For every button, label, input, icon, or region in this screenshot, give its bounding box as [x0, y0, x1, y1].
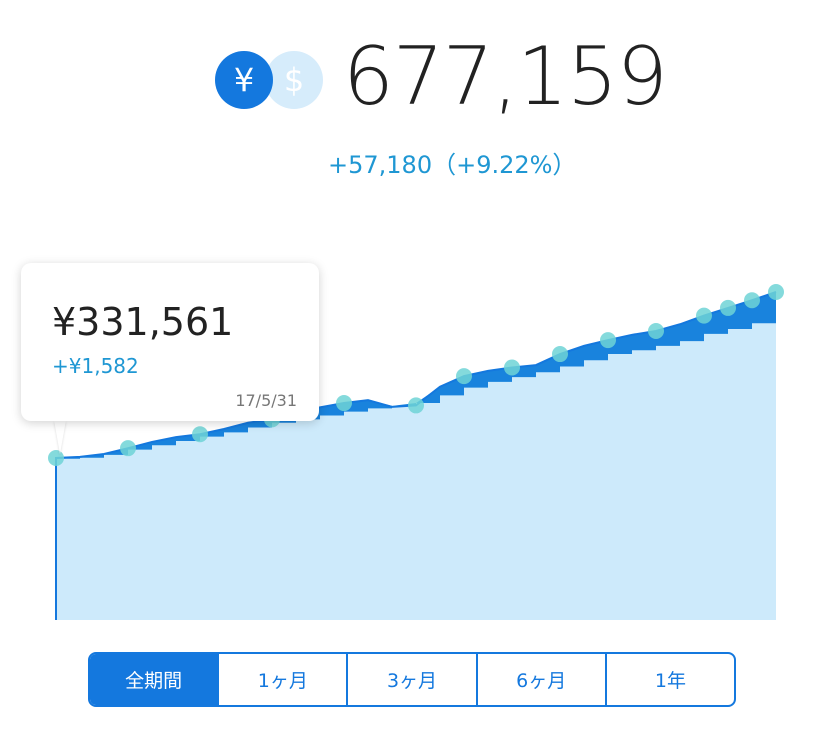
tab-6-months[interactable]: 6ヶ月	[475, 654, 605, 705]
tab-1-month[interactable]: 1ヶ月	[217, 654, 346, 705]
tab-1-year[interactable]: 1年	[604, 654, 734, 705]
dollar-icon: $	[283, 61, 305, 99]
contribution-marker[interactable]	[720, 299, 736, 316]
performance-chart[interactable]	[0, 200, 828, 640]
chart-tooltip: ¥331,561 +¥1,582 17/5/31	[21, 263, 319, 421]
tab-all-period[interactable]: 全期間	[90, 654, 218, 705]
contribution-marker[interactable]	[336, 395, 352, 412]
contribution-marker[interactable]	[744, 292, 760, 309]
contribution-marker[interactable]	[504, 359, 520, 376]
yen-icon: ¥	[233, 61, 255, 99]
contribution-marker[interactable]	[600, 332, 616, 349]
contribution-marker[interactable]	[648, 322, 664, 339]
currency-toggle[interactable]: $ ¥	[215, 51, 325, 109]
tooltip-value: ¥331,561	[52, 300, 234, 344]
contribution-marker[interactable]	[192, 426, 208, 443]
usd-currency-button[interactable]: $	[265, 51, 323, 109]
valuation-area	[56, 292, 776, 620]
total-value: 677,159	[343, 30, 668, 123]
tab-3-months[interactable]: 3ヶ月	[346, 654, 475, 705]
range-selector: 全期間 1ヶ月 3ヶ月 6ヶ月 1年	[88, 652, 736, 707]
tooltip-date: 17/5/31	[235, 391, 297, 410]
jpy-currency-button[interactable]: ¥	[215, 51, 273, 109]
tooltip-pointer	[54, 420, 66, 454]
contribution-marker[interactable]	[48, 450, 64, 466]
chart-svg[interactable]	[0, 200, 828, 640]
tooltip-change: +¥1,582	[52, 354, 139, 378]
total-change: +57,180（+9.22%）	[328, 151, 577, 179]
contribution-marker[interactable]	[552, 346, 568, 363]
contribution-marker[interactable]	[120, 440, 136, 457]
contribution-marker[interactable]	[768, 284, 784, 300]
contribution-marker[interactable]	[456, 368, 472, 385]
portfolio-header: $ ¥ 677,159 +57,180（+9.22%）	[0, 0, 828, 200]
contribution-marker[interactable]	[408, 397, 424, 414]
contribution-marker[interactable]	[696, 307, 712, 324]
